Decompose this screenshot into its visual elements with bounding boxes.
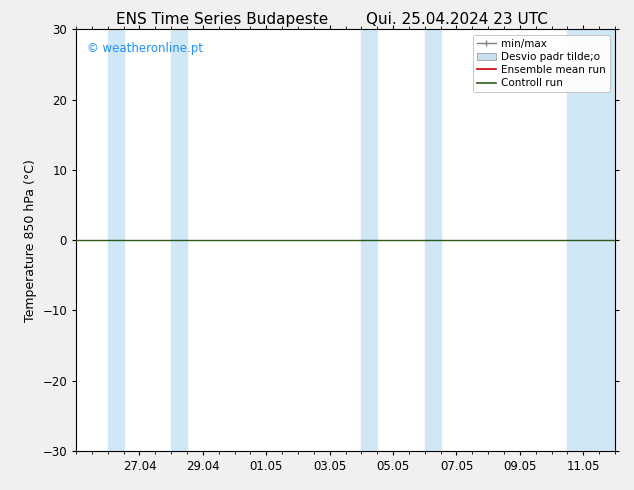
Y-axis label: Temperature 850 hPa (°C): Temperature 850 hPa (°C)	[23, 159, 37, 321]
Legend: min/max, Desvio padr tilde;o, Ensemble mean run, Controll run: min/max, Desvio padr tilde;o, Ensemble m…	[473, 35, 610, 92]
Bar	[567, 29, 615, 451]
Bar	[425, 29, 441, 451]
Text: © weatheronline.pt: © weatheronline.pt	[87, 42, 203, 55]
Bar	[361, 29, 377, 451]
Text: ENS Time Series Budapeste: ENS Time Series Budapeste	[116, 12, 328, 27]
Text: Qui. 25.04.2024 23 UTC: Qui. 25.04.2024 23 UTC	[366, 12, 547, 27]
Bar	[171, 29, 187, 451]
Bar	[108, 29, 124, 451]
